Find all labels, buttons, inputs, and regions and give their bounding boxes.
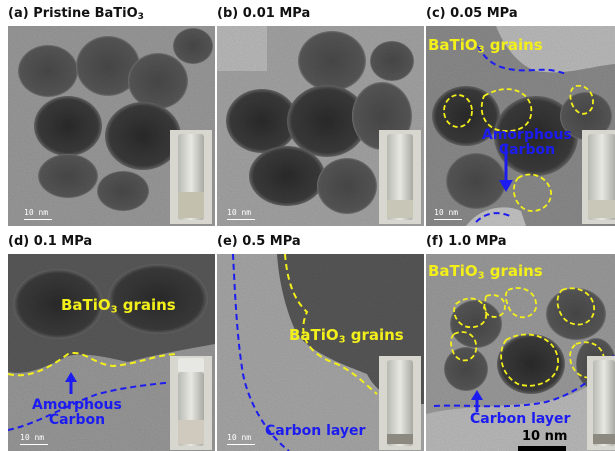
panel-e-title: (e) 0.5 MPa bbox=[217, 234, 301, 250]
scale-bar-d bbox=[20, 444, 48, 445]
panel-c-title: (c) 0.05 MPa bbox=[426, 6, 518, 22]
overlay-d bbox=[8, 352, 179, 431]
panel-a-label: Pristine BaTiO bbox=[33, 6, 138, 21]
grains-label-d: BaTiO3 grains bbox=[61, 296, 176, 316]
grains-label-e: BaTiO3 grains bbox=[289, 326, 404, 346]
vial-photo-b bbox=[379, 130, 421, 224]
scale-bar-f-label: 10 nm bbox=[522, 429, 568, 444]
scale-bar-c-label: 10 nm bbox=[434, 208, 459, 217]
panel-b-letter: (b) bbox=[217, 6, 239, 21]
panel-b-label: 0.01 MPa bbox=[242, 6, 311, 21]
vial-photo-e bbox=[379, 356, 421, 450]
tem-image-b: 10 nm bbox=[217, 26, 424, 226]
panel-b-title: (b) 0.01 MPa bbox=[217, 6, 310, 22]
scale-bar-a bbox=[24, 219, 52, 220]
tem-image-f: BaTiO3 grains Carbon layer 10 nm bbox=[426, 254, 615, 451]
scale-bar-c bbox=[434, 219, 462, 220]
tem-image-a: 10 nm bbox=[8, 26, 215, 226]
panel-f-label: 1.0 MPa bbox=[448, 234, 507, 249]
scale-bar-e-label: 10 nm bbox=[227, 433, 252, 442]
carbon-layer-label-f: Carbon layer bbox=[470, 411, 571, 427]
amorphous-carbon-label-d: Amorphous Carbon bbox=[32, 397, 122, 428]
scale-bar-b-label: 10 nm bbox=[227, 208, 252, 217]
grains-label-c: BaTiO3 grains bbox=[428, 36, 543, 56]
vial-photo-d bbox=[170, 356, 212, 450]
vial-photo-f bbox=[587, 356, 615, 450]
panel-a-title: (a) Pristine BaTiO3 bbox=[8, 6, 144, 25]
panel-a-label-sub: 3 bbox=[137, 12, 144, 22]
scale-bar-e bbox=[227, 444, 255, 445]
panel-c-letter: (c) bbox=[426, 6, 446, 21]
overlay-e bbox=[232, 254, 378, 451]
vial-photo-a bbox=[170, 130, 212, 224]
panel-c-label: 0.05 MPa bbox=[450, 6, 518, 21]
tem-micrograph-c bbox=[426, 26, 615, 226]
overlay-c bbox=[443, 45, 594, 223]
carbon-layer-label-e: Carbon layer bbox=[265, 423, 366, 439]
panel-f-letter: (f) bbox=[426, 234, 444, 249]
panel-d-label: 0.1 MPa bbox=[33, 234, 93, 249]
panel-a-letter: (a) bbox=[8, 6, 29, 21]
vial-photo-c bbox=[582, 130, 615, 224]
amorphous-carbon-label-c: Amorphous Carbon bbox=[482, 127, 572, 158]
tem-image-c: BaTiO3 grains Amorphous Carbon 10 nm bbox=[426, 26, 615, 226]
tem-micrograph-f bbox=[426, 254, 615, 451]
scale-bar-d-label: 10 nm bbox=[20, 433, 45, 442]
panel-d-title: (d) 0.1 MPa bbox=[8, 234, 92, 250]
tem-micrograph-d bbox=[8, 254, 215, 451]
scale-bar-a-label: 10 nm bbox=[24, 208, 49, 217]
tem-micrograph-a bbox=[8, 26, 215, 226]
scale-bar-f bbox=[518, 446, 566, 451]
panel-e-letter: (e) bbox=[217, 234, 238, 249]
scale-bar-b bbox=[227, 219, 255, 220]
tem-image-d: BaTiO3 grains Amorphous Carbon 10 nm bbox=[8, 254, 215, 451]
grains-label-f: BaTiO3 grains bbox=[428, 262, 543, 282]
panel-d-letter: (d) bbox=[8, 234, 30, 249]
panel-e-label: 0.5 MPa bbox=[242, 234, 301, 249]
tem-image-e: BaTiO3 grains Carbon layer 10 nm bbox=[217, 254, 424, 451]
panel-f-title: (f) 1.0 MPa bbox=[426, 234, 507, 250]
